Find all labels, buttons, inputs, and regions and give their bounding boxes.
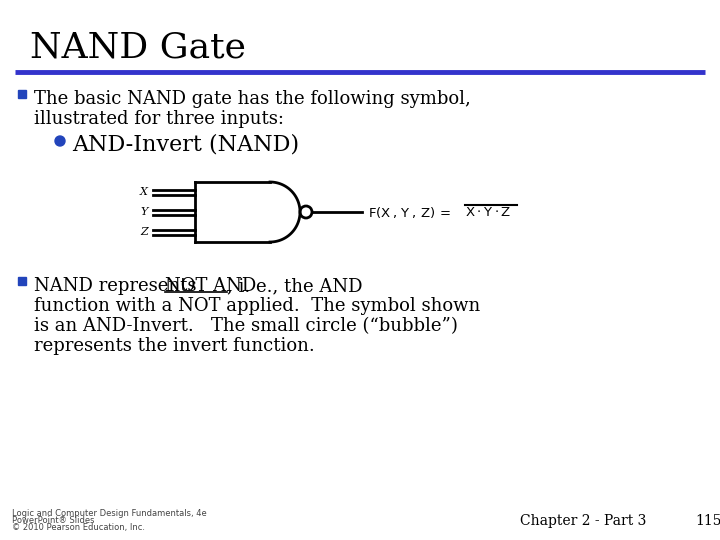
Text: , i. e., the AND: , i. e., the AND <box>227 277 362 295</box>
Text: Logic and Computer Design Fundamentals, 4e: Logic and Computer Design Fundamentals, … <box>12 509 207 518</box>
Text: $\mathsf{X \cdot Y \cdot Z}$: $\mathsf{X \cdot Y \cdot Z}$ <box>465 206 511 219</box>
Text: function with a NOT applied.  The symbol shown: function with a NOT applied. The symbol … <box>34 297 480 315</box>
Text: © 2010 Pearson Education, Inc.: © 2010 Pearson Education, Inc. <box>12 523 145 532</box>
Text: NOT AND: NOT AND <box>165 277 256 295</box>
Text: AND-Invert (NAND): AND-Invert (NAND) <box>72 134 299 156</box>
Text: Chapter 2 - Part 3: Chapter 2 - Part 3 <box>520 514 647 528</box>
Text: NAND Gate: NAND Gate <box>30 30 246 64</box>
Bar <box>18 277 26 285</box>
Text: The basic NAND gate has the following symbol,: The basic NAND gate has the following sy… <box>34 90 471 108</box>
Text: illustrated for three inputs:: illustrated for three inputs: <box>34 110 284 128</box>
Text: Z: Z <box>140 227 148 237</box>
Text: NAND represents: NAND represents <box>34 277 202 295</box>
Text: PowerPoint® Slides: PowerPoint® Slides <box>12 516 94 525</box>
Bar <box>18 90 26 98</box>
Text: X: X <box>140 187 148 197</box>
Circle shape <box>55 136 65 146</box>
Text: is an AND-Invert.   The small circle (“bubble”): is an AND-Invert. The small circle (“bub… <box>34 317 458 335</box>
Text: Y: Y <box>140 207 148 217</box>
Text: $\mathsf{F(X\,,\,Y\,,\,Z)\,=\,}$: $\mathsf{F(X\,,\,Y\,,\,Z)\,=\,}$ <box>368 205 451 219</box>
Text: 115: 115 <box>695 514 720 528</box>
Text: represents the invert function.: represents the invert function. <box>34 337 315 355</box>
